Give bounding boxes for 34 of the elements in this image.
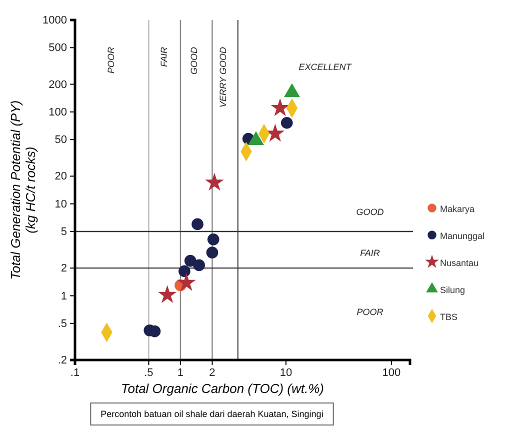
- annotation: GOOD: [189, 46, 199, 75]
- y-tick-label: 1: [60, 290, 67, 302]
- y-tick-label: .5: [58, 318, 67, 330]
- y-tick-label: 200: [48, 78, 67, 91]
- y-tick-label: .2: [58, 354, 67, 367]
- x-tick-label: 100: [382, 366, 401, 379]
- annotation: VERRY GOOD: [218, 46, 228, 108]
- annotation: POOR: [106, 46, 116, 74]
- y-tick-label: 50: [54, 134, 67, 146]
- y-tick-label: 100: [48, 106, 67, 118]
- y-axis-title: Total Generation Potential (PY) (kg HC/t rocks): [8, 100, 38, 280]
- y-tick-label: 5: [60, 226, 67, 238]
- legend-label: Manunggal: [440, 231, 485, 241]
- x-tick-label: .1: [70, 366, 80, 379]
- legend-label: Makarya: [440, 204, 475, 214]
- annotation: FAIR: [159, 46, 169, 67]
- x-tick-label: 2: [209, 366, 216, 379]
- legend-label: Nusantau: [440, 258, 479, 268]
- x-tick-label: .5: [144, 366, 154, 379]
- y-tick-label: 1000: [42, 14, 67, 27]
- text: Percontoh batuan oil shale dari daerah Kuatan, Singingi: [100, 409, 324, 419]
- x-axis-title: Total Organic Carbon (TOC) (wt.%): [120, 381, 324, 396]
- annotation: POOR: [356, 307, 384, 317]
- legend-label: Silung: [440, 285, 466, 295]
- annotation: EXCELLENT: [298, 62, 353, 72]
- legend-label: TBS: [440, 312, 458, 322]
- y-tick-label: 2: [60, 262, 67, 275]
- y-tick-label: 10: [54, 198, 67, 210]
- y-tick-label: 20: [54, 170, 67, 183]
- x-tick-label: 1: [177, 366, 184, 379]
- y-tick-label: 500: [48, 42, 67, 54]
- annotation: FAIR: [360, 248, 380, 258]
- annotation: GOOD: [356, 207, 384, 217]
- x-tick-label: 10: [280, 366, 292, 379]
